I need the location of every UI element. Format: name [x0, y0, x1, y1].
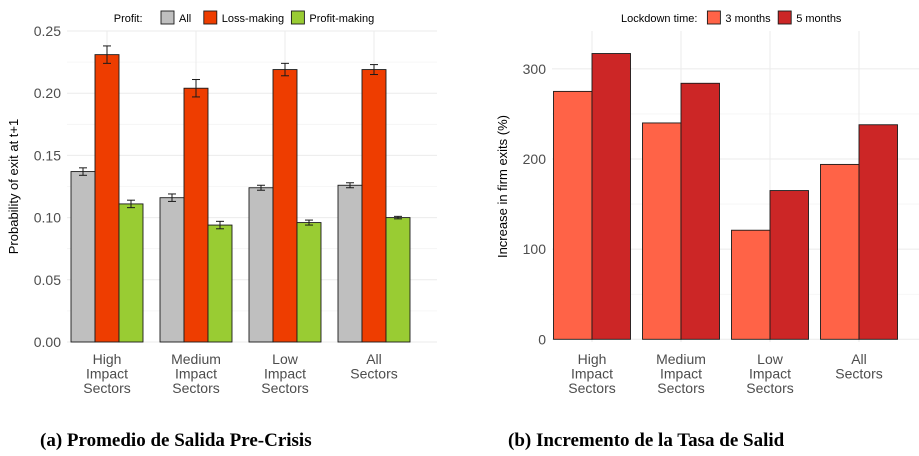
legend-swatch [777, 10, 792, 25]
bar-5-months [769, 190, 809, 340]
x-tick-label: Impact [86, 366, 128, 382]
legend: Lockdown time: 3 months 5 months [621, 10, 842, 25]
bar-5-months [591, 53, 631, 340]
bar-3-months [553, 90, 593, 340]
bar-3-months [642, 122, 682, 340]
bar-3-months [731, 229, 771, 340]
y-tick-label: 200 [523, 151, 547, 167]
x-tick-label: Low [757, 351, 784, 367]
x-tick-label: Impact [571, 366, 613, 382]
bar-loss-making [361, 69, 387, 343]
bar-all [159, 197, 185, 343]
x-tick-label: Low [272, 351, 299, 367]
bar-profit-making [207, 224, 233, 343]
y-tick-label: 0.10 [34, 210, 61, 226]
y-tick-label: 0.20 [34, 85, 61, 101]
bar-5-months [680, 82, 720, 340]
x-tick-label: Sectors [350, 366, 397, 382]
legend-swatch [160, 10, 175, 25]
x-tick-label: Impact [175, 366, 217, 382]
x-tick-label: Medium [656, 351, 706, 367]
legend-swatch [706, 10, 721, 25]
bar-5-months [858, 124, 898, 340]
x-tick-label: Sectors [568, 380, 615, 396]
legend-title: Lockdown time: [621, 13, 697, 25]
caption-b: (b) Incremento de la Tasa de Salid [508, 430, 785, 451]
x-tick-label: Sectors [261, 380, 308, 396]
bar-profit-making [118, 203, 144, 343]
legend: Profit: All Loss-making Profit-making [114, 10, 374, 25]
x-tick-label: Impact [660, 366, 702, 382]
legend-label: 3 months [725, 13, 771, 25]
x-tick-label: Sectors [657, 380, 704, 396]
chart-b: 0100200300HighImpactSectorsMediumImpactS… [495, 10, 919, 396]
y-tick-label: 0.05 [34, 272, 61, 288]
x-tick-label: High [578, 351, 607, 367]
x-tick-label: Impact [749, 366, 791, 382]
x-tick-label: Sectors [835, 366, 882, 382]
chart-a: 0.000.050.100.150.200.25HighImpactSector… [6, 10, 437, 396]
bar-loss-making [183, 87, 209, 343]
y-tick-label: 0 [538, 331, 546, 347]
x-tick-label: Impact [264, 366, 306, 382]
x-tick-label: Sectors [172, 380, 219, 396]
x-tick-label: All [851, 351, 867, 367]
legend-label: Profit-making [309, 13, 374, 25]
y-axis-title: Probability of exit at t+1 [6, 119, 21, 255]
y-axis-title: Increase in firm exits (%) [495, 115, 510, 258]
legend-label: 5 months [796, 13, 842, 25]
y-tick-label: 100 [523, 241, 547, 257]
legend-swatch [203, 10, 218, 25]
legend-label: Loss-making [222, 13, 284, 25]
bar-profit-making [385, 217, 411, 343]
x-tick-label: Medium [171, 351, 221, 367]
legend-label: All [179, 13, 191, 25]
x-tick-label: All [366, 351, 382, 367]
y-tick-label: 0.15 [34, 147, 61, 163]
bar-all [248, 187, 274, 343]
x-tick-label: Sectors [83, 380, 130, 396]
bar-all [70, 171, 96, 343]
bar-loss-making [272, 69, 298, 343]
bar-3-months [820, 163, 860, 340]
bar-loss-making [94, 54, 120, 343]
y-tick-label: 0.25 [34, 23, 61, 39]
y-tick-label: 300 [523, 61, 547, 77]
y-tick-label: 0.00 [34, 334, 61, 350]
x-tick-label: High [93, 351, 122, 367]
x-tick-label: Sectors [746, 380, 793, 396]
bar-all [337, 184, 363, 343]
legend-title: Profit: [114, 13, 143, 25]
caption-a: (a) Promedio de Salida Pre-Crisis [40, 430, 312, 451]
legend-swatch [290, 10, 305, 25]
bar-profit-making [296, 222, 322, 343]
